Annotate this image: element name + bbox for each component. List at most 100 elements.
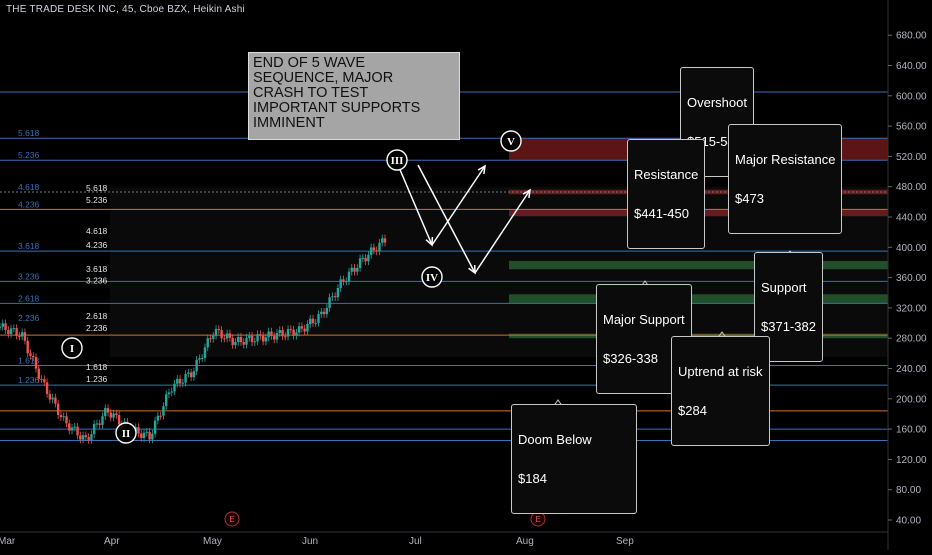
- candle-body-50: [137, 427, 140, 434]
- y-tick-label-0: 680.00: [896, 31, 927, 42]
- candle-body-67: [184, 373, 187, 383]
- x-tick-label-May: May: [203, 536, 222, 547]
- wave-sequence-note: END OF 5 WAVE SEQUENCE, MAJOR CRASH TO T…: [248, 52, 460, 140]
- y-tick-label-15: 80.00: [896, 485, 921, 496]
- x-tick-label-Jul: Jul: [409, 536, 422, 547]
- fib-label-white-1: 5.236: [86, 195, 108, 205]
- candle-body-94: [259, 334, 262, 336]
- y-tick-label-14: 120.00: [896, 455, 927, 466]
- candle-body-89: [245, 337, 248, 345]
- candle-body-92: [253, 341, 257, 343]
- candle-body-53: [145, 431, 148, 433]
- candle-body-93: [256, 334, 259, 342]
- y-tick-label-3: 560.00: [896, 122, 927, 133]
- resistance-value: $441-450: [634, 206, 689, 221]
- candle-body-35: [95, 423, 99, 425]
- support-callout: Support $371-382: [754, 252, 823, 362]
- wave-arrow-3: [474, 189, 531, 274]
- candle-body-63: [173, 383, 176, 392]
- candle-body-138: [381, 238, 384, 243]
- candle-body-31: [84, 435, 88, 438]
- candle-body-117: [322, 311, 326, 315]
- candle-body-39: [106, 408, 110, 413]
- fib-label-white-6: 2.618: [86, 311, 108, 321]
- y-tick-label-4: 520.00: [896, 152, 927, 163]
- candle-body-34: [92, 423, 96, 435]
- candle-body-54: [148, 431, 151, 440]
- resistance-callout: Resistance $441-450: [627, 139, 706, 249]
- y-tick-label-16: 40.00: [896, 516, 921, 527]
- candle-body-88: [242, 342, 245, 345]
- candle-body-102: [281, 330, 284, 337]
- candle-body-129: [356, 267, 359, 272]
- candle-body-127: [350, 267, 353, 272]
- candle-body-114: [314, 322, 317, 324]
- y-tick-label-8: 360.00: [896, 273, 927, 284]
- support-value: $371-382: [761, 319, 816, 334]
- candle-body-119: [328, 297, 331, 308]
- wave-label-I: I: [70, 343, 74, 355]
- candle-body-27: [73, 426, 76, 428]
- uptrend-at-risk-value: $284: [678, 403, 707, 418]
- fib-label-blue-9: 1.236: [18, 375, 40, 385]
- y-tick-label-12: 200.00: [896, 394, 927, 405]
- uptrend-at-risk-label: Uptrend at risk: [678, 364, 763, 379]
- candle-body-36: [98, 423, 101, 425]
- candle-body-1: [1, 323, 4, 327]
- zone-support-3: [509, 260, 888, 270]
- candle-body-30: [81, 435, 85, 440]
- candle-body-122: [336, 288, 340, 298]
- fib-label-blue-2: 4.618: [18, 182, 40, 192]
- candle-body-101: [278, 330, 281, 334]
- candle-body-137: [378, 242, 381, 252]
- candle-body-17: [45, 382, 49, 394]
- wave-arrow-head-3: [522, 188, 531, 199]
- fib-label-blue-3: 4.236: [18, 199, 40, 209]
- x-tick-label-Sep: Sep: [616, 536, 634, 547]
- candle-body-133: [367, 254, 370, 262]
- candle-body-99: [273, 336, 276, 340]
- candle-body-13: [34, 357, 38, 369]
- earnings-label-1: E: [535, 515, 540, 524]
- fib-label-white-4: 3.618: [86, 264, 108, 274]
- y-tick-label-9: 320.00: [896, 303, 927, 314]
- candle-body-85: [234, 342, 237, 346]
- wave-arrow-2: [417, 164, 476, 274]
- candle-body-18: [48, 393, 52, 400]
- candle-body-76: [209, 338, 212, 340]
- candle-body-84: [231, 337, 234, 346]
- fib-label-white-8: 1.618: [86, 362, 108, 372]
- candle-body-41: [112, 413, 115, 418]
- major-resistance-label: Major Resistance: [735, 152, 836, 167]
- candle-body-16: [43, 379, 46, 383]
- candle-body-69: [189, 372, 193, 378]
- uptrend-at-risk-callout: Uptrend at risk $284: [671, 336, 770, 446]
- candle-body-132: [364, 257, 367, 262]
- candle-body-124: [342, 279, 345, 282]
- candle-body-77: [212, 335, 215, 339]
- resistance-label: Resistance: [634, 167, 699, 182]
- major-resistance-callout: Major Resistance $473: [728, 124, 843, 234]
- candle-body-112: [309, 318, 312, 325]
- candle-body-73: [200, 357, 204, 359]
- fib-label-white-0: 5.618: [86, 183, 108, 193]
- candle-body-118: [325, 307, 329, 315]
- candle-body-121: [333, 296, 337, 298]
- wave-label-V: V: [507, 136, 515, 148]
- wave-circle-II: [115, 422, 137, 444]
- candle-body-113: [311, 318, 315, 324]
- candle-body-108: [297, 326, 301, 333]
- wave-circle-IV: [421, 266, 443, 288]
- candle-body-20: [54, 397, 57, 404]
- fib-label-blue-6: 2.618: [18, 293, 40, 303]
- wave-arrow-head-1: [477, 164, 486, 175]
- candle-body-29: [79, 435, 82, 440]
- candle-body-38: [104, 408, 107, 417]
- candle-body-79: [217, 329, 221, 331]
- candle-body-51: [140, 433, 143, 439]
- candle-body-33: [90, 434, 93, 440]
- major-resistance-value: $473: [735, 191, 764, 206]
- candle-body-134: [369, 247, 373, 255]
- candle-body-43: [117, 415, 121, 425]
